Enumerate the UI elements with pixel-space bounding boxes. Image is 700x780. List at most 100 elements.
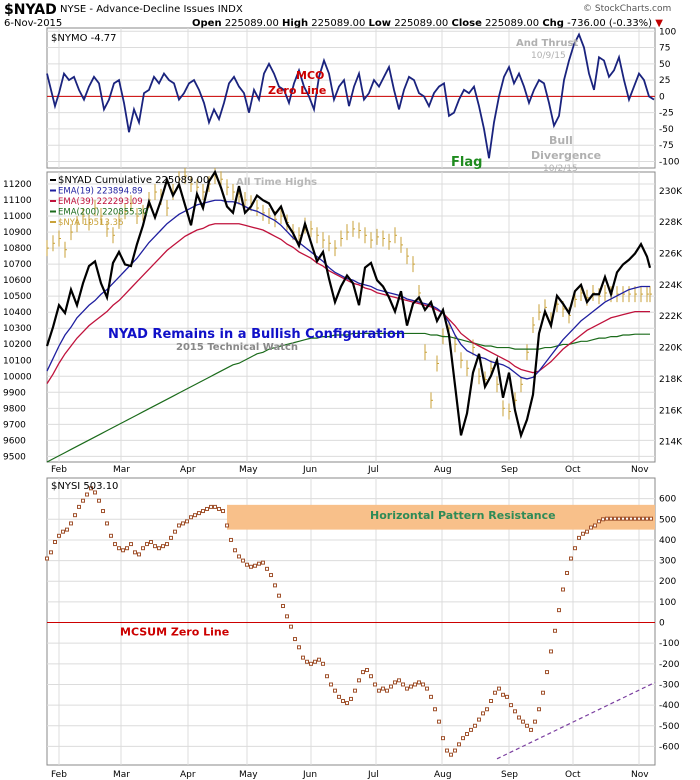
nymo-legend: $NYMO -4.77	[51, 33, 117, 44]
nysi-point	[49, 550, 53, 555]
nysi-point	[477, 717, 481, 722]
nysi-point	[117, 546, 121, 551]
nysi-point	[537, 707, 541, 712]
nysi-point	[129, 542, 133, 547]
nysi-point	[521, 719, 525, 724]
nysi-point	[165, 542, 169, 547]
nysi-point	[277, 593, 281, 598]
nysi-point	[197, 511, 201, 516]
open-label: Open	[192, 18, 222, 29]
nysi-point	[553, 628, 557, 633]
nysi-point	[189, 515, 193, 520]
nysi-point	[321, 661, 325, 666]
nysi-point	[573, 546, 577, 551]
high-label: High	[282, 18, 309, 29]
nysi-point	[629, 516, 633, 521]
nysi-point	[173, 529, 177, 534]
legend-ema39: EMA(39) 222293.09	[58, 197, 143, 207]
ytick-bottom--500: -500	[659, 722, 680, 732]
nysi-point	[257, 561, 261, 566]
ytick-bottom-400: 400	[659, 536, 676, 546]
nysi-point	[293, 637, 297, 642]
nysi-point	[457, 742, 461, 747]
nysi-point	[617, 516, 621, 521]
nysi-point	[89, 486, 93, 491]
nysi-point	[513, 709, 517, 714]
ytick-left-9800: 9800	[3, 404, 26, 414]
nysi-point	[205, 506, 209, 511]
nysi-point	[149, 540, 153, 545]
xtick-bottom-sep: Sep	[501, 770, 518, 780]
nysi-point	[397, 678, 401, 683]
ytick-right-216K: 216K	[659, 406, 683, 416]
nysi-point	[581, 531, 585, 536]
nysi-point	[509, 703, 513, 708]
nysi-point	[369, 674, 373, 679]
nysi-point	[549, 649, 553, 654]
resistance-label: Horizontal Pattern Resistance	[370, 509, 556, 522]
nysi-point	[109, 533, 113, 538]
ytick-top--75: -75	[659, 141, 674, 151]
ytick-top-75: 75	[659, 44, 670, 54]
high-value: 225089.00	[311, 18, 366, 29]
ytick-left-10000: 10000	[3, 372, 32, 382]
nysi-point	[225, 523, 229, 528]
nysi-point	[561, 587, 565, 592]
nysi-point	[465, 732, 469, 737]
ytick-top--50: -50	[659, 125, 674, 135]
ytick-left-11000: 11000	[3, 212, 32, 222]
xtick-bottom-aug: Aug	[434, 770, 452, 780]
ytick-left-10400: 10400	[3, 308, 32, 318]
nysi-point	[249, 564, 253, 569]
nysi-point	[461, 736, 465, 741]
nysi-point	[605, 516, 609, 521]
nysi-point	[409, 684, 413, 689]
nysi-point	[209, 504, 213, 509]
nysi-point	[85, 492, 89, 497]
legend-ema19: EMA(19) 223894.89	[58, 187, 143, 197]
ytick-left-9700: 9700	[3, 420, 26, 430]
nysi-point	[285, 614, 289, 619]
close-value: 225089.00	[485, 18, 540, 29]
ytick-bottom--100: -100	[659, 639, 680, 649]
nysi-point	[329, 682, 333, 687]
ytick-right-222K: 222K	[659, 312, 683, 322]
nysi-point	[181, 521, 185, 526]
ytick-bottom-600: 600	[659, 495, 676, 505]
xtick-bottom-nov: Nov	[631, 770, 649, 780]
nysi-point	[289, 624, 293, 629]
legend-nyad-cumulative: $NYAD Cumulative 225089.00	[58, 175, 209, 186]
nysi-point	[113, 542, 117, 547]
nysi-point	[153, 544, 157, 549]
ytick-right-218K: 218K	[659, 375, 683, 385]
ytick-bottom--600: -600	[659, 742, 680, 752]
nysi-point	[481, 711, 485, 716]
xtick-bottom-jun: Jun	[302, 770, 317, 780]
nysi-point	[429, 694, 433, 699]
nysi-point	[57, 533, 61, 538]
nysi-point	[313, 659, 317, 664]
ytick-left-10100: 10100	[3, 356, 32, 366]
nysi-point	[65, 527, 69, 532]
nysi-point	[493, 690, 497, 695]
ytick-bottom-200: 200	[659, 577, 676, 587]
nysi-point	[569, 556, 573, 561]
xtick-bottom-may: May	[239, 770, 258, 780]
nysi-point	[441, 736, 445, 741]
nysi-point	[593, 523, 597, 528]
nysi-point	[125, 546, 129, 551]
nysi-point	[361, 670, 365, 675]
xtick-middle-mar: Mar	[113, 465, 130, 475]
nysi-legend: $NYSI 503.10	[51, 481, 118, 492]
nysi-point	[245, 562, 249, 567]
nysi-point	[141, 546, 145, 551]
and-thrust-label: And Thrust	[516, 38, 578, 49]
ytick-left-9900: 9900	[3, 388, 26, 398]
nysi-point	[525, 723, 529, 728]
nysi-point	[405, 686, 409, 691]
ytick-left-10700: 10700	[3, 260, 32, 270]
bull-label: Bull	[549, 134, 573, 147]
nysi-point	[597, 519, 601, 524]
ytick-right-224K: 224K	[659, 281, 683, 291]
stockcharts-watermark: © StockCharts.com	[583, 4, 672, 14]
